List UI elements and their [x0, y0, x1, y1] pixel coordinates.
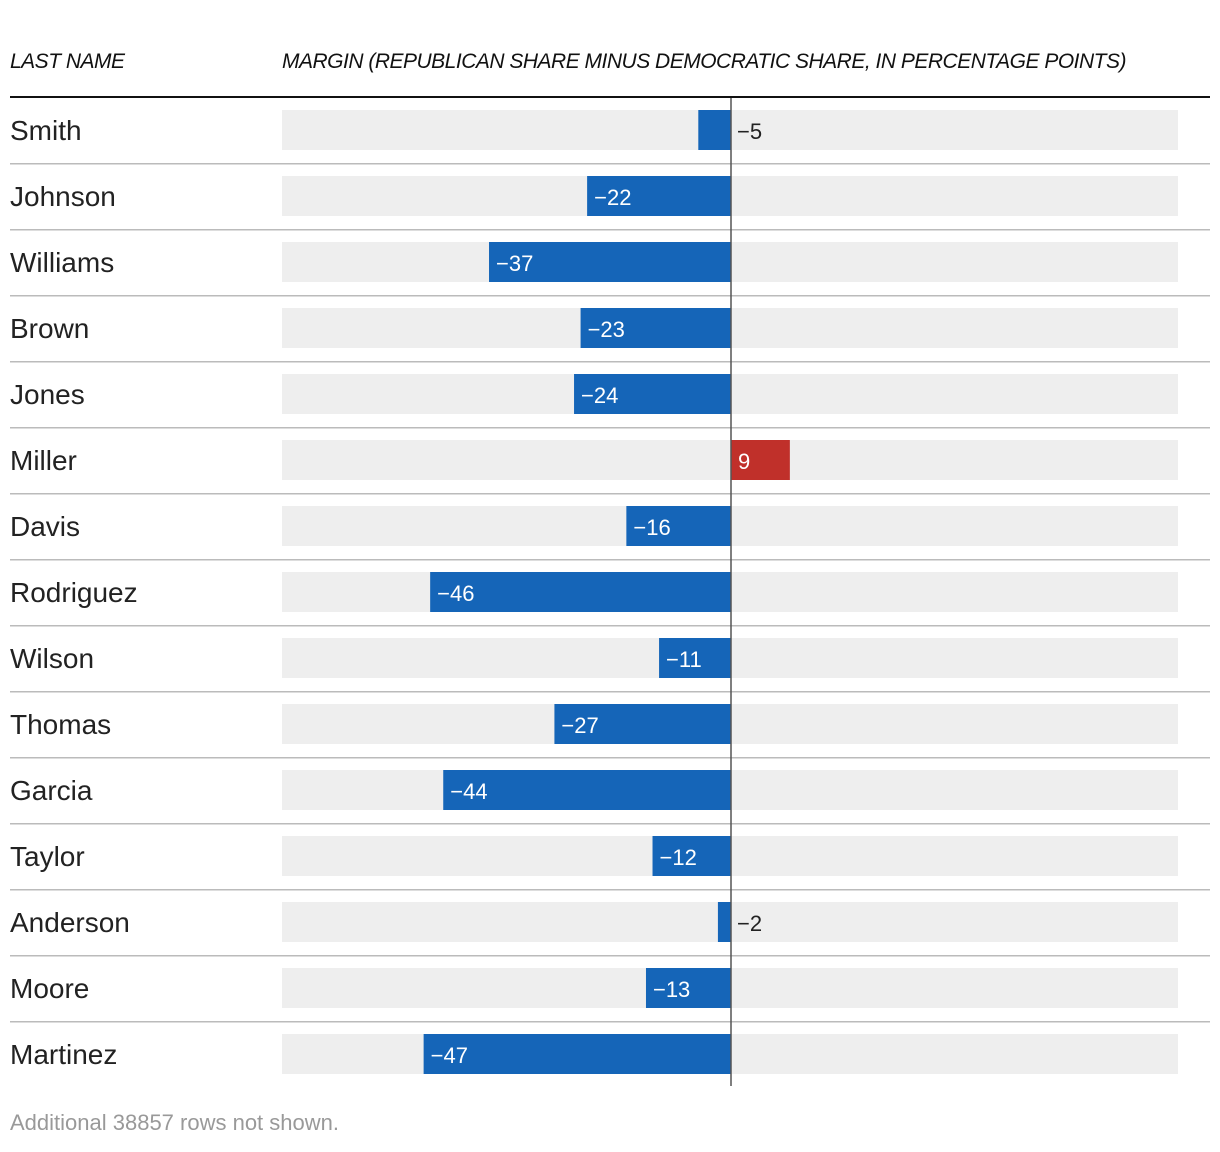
bar-brown: [580, 308, 731, 348]
row-rule: [10, 757, 1210, 759]
row-rule: [10, 625, 1210, 627]
row-label-brown: Brown: [10, 313, 89, 344]
row-label-moore: Moore: [10, 973, 89, 1004]
row-rule: [10, 229, 1210, 231]
margin-bar-chart: Smith −5 Johnson −22 Williams −37 Brown −23 Jone…: [10, 98, 1210, 1086]
row-label-smith: Smith: [10, 115, 82, 146]
row-rule: [10, 295, 1210, 297]
row-rule: [10, 493, 1210, 495]
value-label-moore: −13: [653, 977, 690, 1002]
bar-johnson: [587, 176, 731, 216]
bar-thomas: [554, 704, 731, 744]
header-rule: [10, 96, 1210, 98]
column-header-last-name: LAST NAME: [10, 50, 125, 73]
row-label-taylor: Taylor: [10, 841, 85, 872]
value-label-wilson: −11: [666, 647, 702, 672]
footnote: Additional 38857 rows not shown.: [10, 1110, 339, 1135]
bar-garcia: [443, 770, 731, 810]
row-rule: [10, 559, 1210, 561]
value-label-garcia: −44: [450, 779, 487, 804]
row-rule: [10, 163, 1210, 165]
row-label-anderson: Anderson: [10, 907, 130, 938]
row-rule: [10, 823, 1210, 825]
bar-martinez: [423, 1034, 731, 1074]
column-header-margin: MARGIN (REPUBLICAN SHARE MINUS DEMOCRATI…: [282, 50, 1127, 73]
value-label-martinez: −47: [431, 1043, 468, 1068]
row-label-jones: Jones: [10, 379, 85, 410]
bar-smith: [698, 110, 731, 150]
row-rule: [10, 691, 1210, 693]
value-label-jones: −24: [581, 383, 618, 408]
bar-miller: [731, 440, 790, 480]
row-rule: [10, 889, 1210, 891]
value-label-anderson: −2: [737, 911, 762, 936]
row-label-martinez: Martinez: [10, 1039, 117, 1070]
bar-taylor: [652, 836, 731, 876]
value-label-thomas: −27: [561, 713, 598, 738]
row-rule: [10, 361, 1210, 363]
row-label-davis: Davis: [10, 511, 80, 542]
bar-wilson: [659, 638, 731, 678]
bar-track-miller: [282, 440, 1178, 480]
row-label-miller: Miller: [10, 445, 77, 476]
bar-anderson: [717, 902, 731, 942]
row-rule: [10, 1021, 1210, 1023]
value-label-smith: −5: [737, 119, 762, 144]
row-label-thomas: Thomas: [10, 709, 111, 740]
row-label-johnson: Johnson: [10, 181, 116, 212]
bar-moore: [645, 968, 731, 1008]
bar-davis: [626, 506, 731, 546]
value-label-johnson: −22: [594, 185, 631, 210]
bar-rodriguez: [430, 572, 731, 612]
row-rule: [10, 955, 1210, 957]
row-label-wilson: Wilson: [10, 643, 94, 674]
row-label-williams: Williams: [10, 247, 114, 278]
value-label-rodriguez: −46: [437, 581, 474, 606]
value-label-taylor: −12: [660, 845, 697, 870]
row-label-rodriguez: Rodriguez: [10, 577, 138, 608]
value-label-miller: 9: [738, 449, 750, 474]
bar-williams: [489, 242, 731, 282]
value-label-davis: −16: [633, 515, 670, 540]
row-label-garcia: Garcia: [10, 775, 93, 806]
row-rule: [10, 427, 1210, 429]
value-label-brown: −23: [588, 317, 625, 342]
bar-jones: [574, 374, 731, 414]
value-label-williams: −37: [496, 251, 533, 276]
